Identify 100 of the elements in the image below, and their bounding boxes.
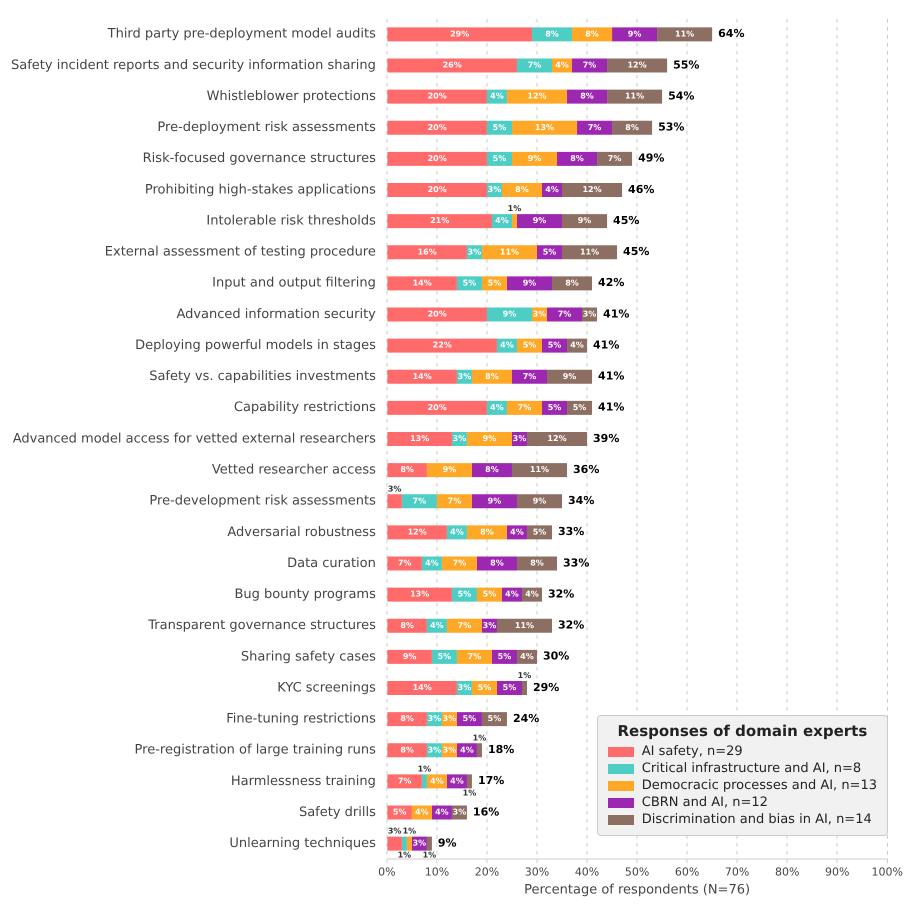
bar xyxy=(387,400,487,415)
data-label: 3% xyxy=(412,838,426,848)
data-label: 4% xyxy=(525,590,539,599)
data-label: 1% xyxy=(402,826,416,836)
data-label: 3% xyxy=(458,372,472,381)
y-tick-label: Prohibiting high-stakes applications xyxy=(144,182,376,198)
bar xyxy=(516,556,558,571)
data-label: 4% xyxy=(425,558,439,568)
y-tick-label: Safety drills xyxy=(298,804,376,820)
bar xyxy=(466,525,507,540)
x-tick-label: 80% xyxy=(774,866,800,879)
data-label: 20% xyxy=(428,402,447,412)
y-tick-label: Pre-deployment risk assessments xyxy=(157,120,376,136)
data-label: 8% xyxy=(400,745,414,754)
bar xyxy=(572,58,608,72)
data-label: 5% xyxy=(462,278,476,288)
bar xyxy=(387,432,452,446)
data-label: 14% xyxy=(412,372,432,381)
bar xyxy=(476,743,482,758)
data-label: 8% xyxy=(585,29,599,38)
y-tick-label: Deploying powerful models in stages xyxy=(135,338,376,353)
total-label: 49% xyxy=(638,152,664,165)
data-label: 4% xyxy=(460,745,474,754)
data-label: 4% xyxy=(490,402,504,412)
bar xyxy=(506,276,552,290)
bar xyxy=(387,90,487,104)
bar xyxy=(387,525,447,540)
bar xyxy=(516,58,552,72)
bar xyxy=(387,836,402,851)
total-label: 33% xyxy=(558,525,584,538)
data-label: 5% xyxy=(502,683,516,692)
bar xyxy=(406,836,412,851)
data-label: 5% xyxy=(488,278,502,288)
bar xyxy=(387,27,532,42)
data-label: 8% xyxy=(515,185,529,194)
bar xyxy=(526,432,588,446)
data-label: 4% xyxy=(495,216,509,226)
data-label: 7% xyxy=(448,496,462,506)
data-label: 4% xyxy=(570,340,584,350)
bar xyxy=(387,743,427,758)
x-tick-label: 0% xyxy=(378,866,396,879)
data-label: 8% xyxy=(530,558,544,568)
data-label: 8% xyxy=(570,154,584,163)
data-label: 20% xyxy=(428,122,447,132)
data-label: 7% xyxy=(468,652,482,661)
data-label: 8% xyxy=(545,29,559,38)
y-tick-label: Safety vs. capabilities investments xyxy=(149,369,376,384)
y-tick-label: Pre-development risk assessments xyxy=(149,494,376,509)
data-label: 20% xyxy=(428,154,447,163)
data-label: 1% xyxy=(398,850,412,860)
y-tick-label: Advanced information security xyxy=(176,306,376,322)
x-tick-label: 90% xyxy=(825,866,850,879)
y-tick-label: Pre-registration of large training runs xyxy=(134,742,376,758)
y-tick-label: Fine-tuning restrictions xyxy=(226,712,376,727)
total-label: 33% xyxy=(563,556,590,570)
data-label: 7% xyxy=(522,372,536,381)
data-label: 3% xyxy=(532,310,546,319)
data-label: 11% xyxy=(675,29,694,38)
legend-label: CBRN and AI, n=12 xyxy=(642,795,768,810)
bar xyxy=(547,370,592,384)
bar xyxy=(387,618,427,633)
data-label: 11% xyxy=(580,247,600,256)
data-label: 14% xyxy=(412,683,432,692)
total-label: 41% xyxy=(598,400,624,414)
data-label: 14% xyxy=(412,278,432,288)
bar xyxy=(466,774,472,788)
y-tick-label: Safety incident reports and security information sharing xyxy=(10,58,376,73)
data-label: 9% xyxy=(578,216,592,226)
bar xyxy=(572,27,612,42)
y-tick-label: Input and output filtering xyxy=(212,276,376,291)
data-label: 5% xyxy=(458,590,472,599)
bar xyxy=(512,370,547,384)
x-axis-title: Percentage of respondents (N=76) xyxy=(524,882,750,898)
bar xyxy=(387,338,497,353)
bar xyxy=(442,556,477,571)
data-label: 4% xyxy=(430,776,444,786)
data-label: 1% xyxy=(462,788,476,798)
data-label: 4% xyxy=(510,527,524,536)
data-label: 9% xyxy=(488,496,502,506)
y-tick-label: Advanced model access for vetted external researchers xyxy=(12,431,376,446)
data-label: 7% xyxy=(588,122,602,132)
y-tick-label: Bug bounty programs xyxy=(234,587,376,602)
bar xyxy=(476,556,517,571)
bar xyxy=(506,90,568,104)
bar xyxy=(387,152,487,166)
legend-title: Responses of domain experts xyxy=(616,722,868,740)
total-label: 36% xyxy=(573,462,600,476)
data-label: 3% xyxy=(458,683,472,692)
data-label: 7% xyxy=(398,776,412,786)
total-label: 16% xyxy=(472,805,500,818)
y-tick-label: Unlearning techniques xyxy=(229,836,376,852)
bar xyxy=(456,650,492,664)
data-label: 5% xyxy=(522,340,536,350)
data-label: 12% xyxy=(582,185,602,194)
y-tick-label: Harmlessness training xyxy=(230,774,376,789)
data-label: 9% xyxy=(502,310,516,319)
bar xyxy=(387,214,492,228)
data-label: 3% xyxy=(452,434,466,444)
bar xyxy=(387,58,517,72)
legend-label: Democracic processes and AI, n=13 xyxy=(642,778,877,793)
